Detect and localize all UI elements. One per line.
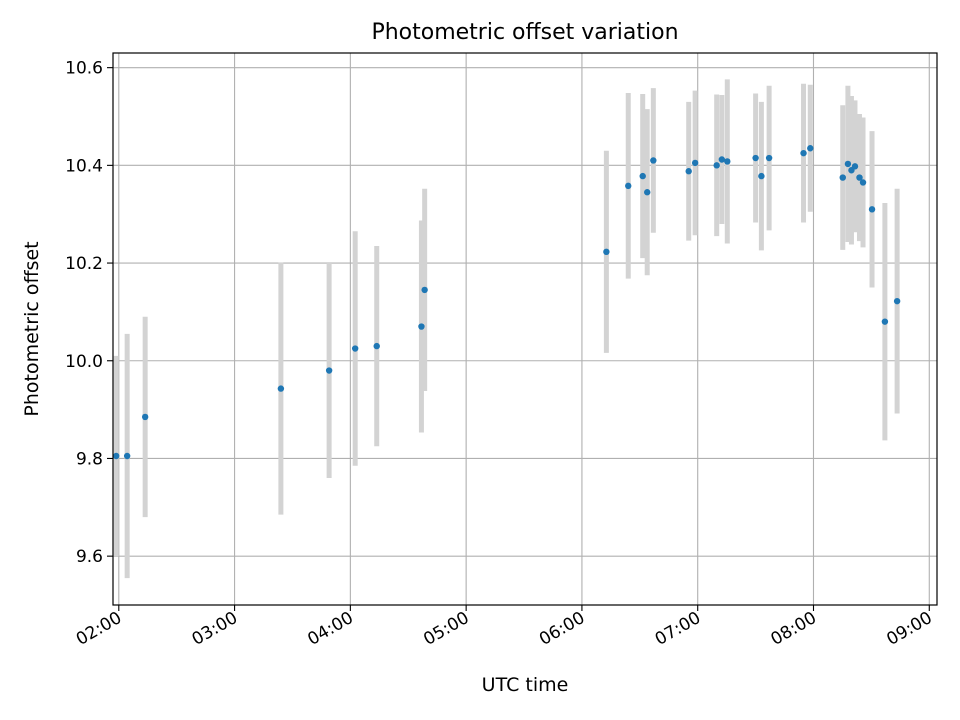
data-point — [856, 174, 863, 181]
data-point — [859, 179, 867, 186]
y-axis-label: Photometric offset — [21, 241, 43, 416]
data-point — [351, 345, 359, 352]
data-point — [800, 149, 807, 157]
y-tick-label: 9.8 — [76, 449, 103, 469]
data-point — [893, 297, 901, 305]
data-point — [123, 452, 131, 460]
plot-frame — [112, 52, 938, 606]
data-point — [765, 154, 773, 162]
grid-lines — [113, 53, 937, 605]
data-points — [113, 145, 901, 460]
y-tick-label: 10.6 — [65, 59, 103, 79]
data-point — [713, 162, 720, 169]
data-point — [807, 145, 814, 152]
data-point — [839, 174, 846, 181]
data-point — [603, 248, 610, 256]
data-point — [113, 452, 120, 460]
data-point — [844, 160, 852, 168]
data-point — [325, 367, 333, 374]
y-tick-label: 10.4 — [65, 156, 103, 176]
x-axis-label: UTC time — [482, 674, 569, 696]
data-point — [685, 168, 692, 175]
y-tick-label: 10.0 — [65, 352, 103, 372]
data-point — [141, 413, 149, 421]
data-point — [691, 159, 699, 167]
data-point — [644, 189, 651, 196]
data-point — [421, 286, 428, 294]
data-point — [718, 156, 726, 163]
data-point — [758, 172, 765, 180]
y-tick-label: 9.6 — [76, 547, 103, 567]
data-point — [418, 323, 425, 330]
chart-title: Photometric offset variation — [371, 20, 678, 45]
data-point — [881, 318, 889, 325]
y-axis-ticks: 9.6 9.8 10.0 10.2 10.4 10.6 — [65, 59, 113, 567]
data-point — [752, 154, 759, 162]
data-point — [650, 157, 657, 164]
data-point — [724, 158, 731, 165]
data-point — [625, 182, 632, 190]
data-point — [868, 206, 876, 213]
data-point — [277, 385, 285, 392]
data-point — [851, 163, 859, 170]
y-tick-label: 10.2 — [65, 254, 103, 274]
data-point — [373, 342, 380, 350]
data-point — [639, 172, 646, 180]
